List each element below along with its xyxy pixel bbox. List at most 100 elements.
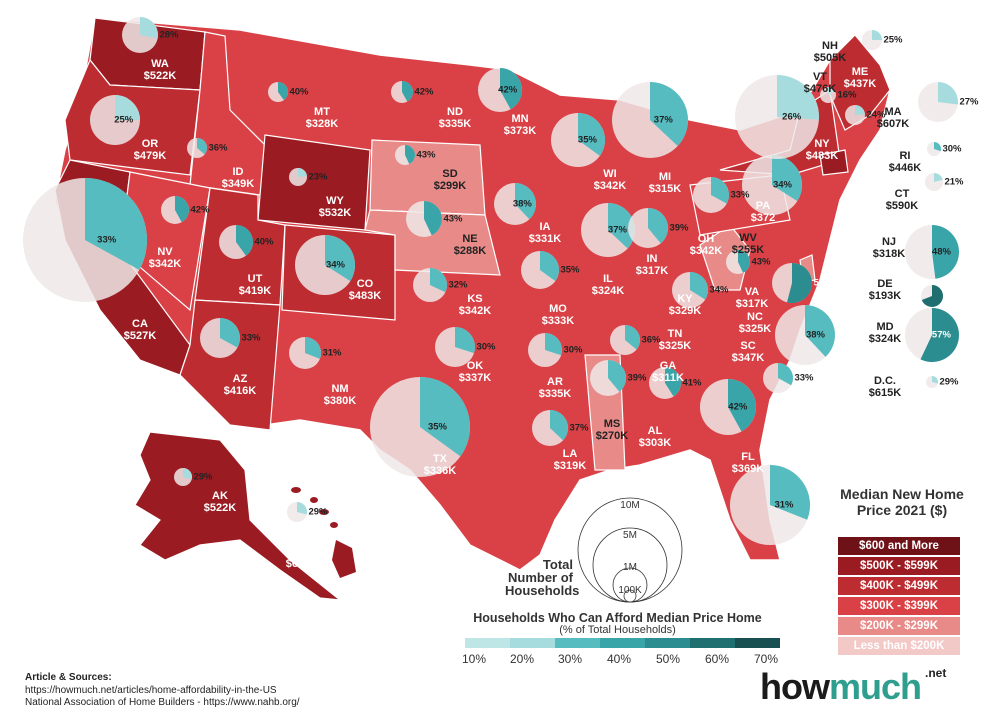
region-ct bbox=[819, 149, 849, 176]
state-price-ny: $483K bbox=[805, 150, 839, 162]
color-scale-subtitle: (% of Total Households) bbox=[559, 624, 676, 636]
pct-label-ks: 32% bbox=[448, 279, 468, 291]
state-abbr-mi: MI bbox=[658, 171, 672, 183]
pie-slice-nj bbox=[932, 225, 960, 279]
pct-label-sc: 33% bbox=[794, 372, 814, 384]
pie-slice-al bbox=[665, 367, 681, 397]
pie-slice-ut bbox=[236, 225, 254, 256]
state-label-ca: CA $527K bbox=[124, 318, 156, 342]
state-abbr-mt: MT bbox=[314, 106, 330, 118]
state-abbr-nj: NJ bbox=[881, 236, 897, 248]
pct-label-or: 25% bbox=[114, 114, 134, 126]
state-price-wv: $255K bbox=[731, 244, 765, 256]
pie-slice-sd bbox=[405, 145, 415, 165]
state-label-ak: AK $522K bbox=[204, 490, 236, 514]
pct-label-vt: 16% bbox=[837, 89, 857, 101]
pie-slice-or bbox=[115, 95, 140, 120]
state-label-ks: KS $342K bbox=[459, 293, 491, 317]
color-scale-segment-7 bbox=[735, 638, 780, 648]
state-abbr-ky: KY bbox=[677, 293, 693, 305]
pct-label-ne: 43% bbox=[443, 213, 463, 225]
pie-slice-nc bbox=[805, 305, 836, 357]
size-label-100k: 100K bbox=[618, 585, 642, 596]
pct-label-ct: 21% bbox=[944, 176, 964, 188]
affordability-pies bbox=[23, 17, 960, 545]
pct-label-ri: 30% bbox=[942, 143, 962, 155]
state-label-ky: KY $329K bbox=[669, 293, 701, 317]
state-abbr-tn: TN bbox=[667, 328, 683, 340]
pct-label-dc: 29% bbox=[939, 376, 959, 388]
pie-slice-nv bbox=[175, 196, 189, 223]
state-label-az: AZ $416K bbox=[224, 373, 256, 397]
state-abbr-wy: WY bbox=[326, 195, 344, 207]
pie-slice-hi bbox=[297, 502, 307, 515]
state-abbr-ne: NE bbox=[462, 233, 478, 245]
pct-label-ny: 26% bbox=[782, 111, 802, 123]
pct-label-ut: 40% bbox=[254, 236, 274, 248]
pie-slice-az bbox=[220, 318, 241, 348]
state-price-ut: $419K bbox=[238, 285, 272, 297]
state-label-ut: UT $419K bbox=[239, 273, 271, 297]
legend-box-2: $500K - $599K bbox=[838, 557, 960, 575]
pie-slice-id bbox=[197, 138, 208, 155]
affordability-color-scale bbox=[465, 638, 780, 648]
state-abbr-or: OR bbox=[141, 138, 159, 150]
state-abbr-hi: HI bbox=[296, 546, 308, 558]
state-price-in: $317K bbox=[635, 265, 669, 277]
pie-slice-ny bbox=[777, 75, 819, 120]
state-abbr-pa: PA bbox=[755, 200, 771, 212]
pie-slice-ri bbox=[934, 142, 942, 152]
state-price-ak: $522K bbox=[203, 502, 237, 514]
color-scale-tick-50: 50% bbox=[655, 652, 681, 666]
state-price-nc: $325K bbox=[738, 323, 772, 335]
state-price-id: $349K bbox=[221, 178, 255, 190]
state-abbr-sc: SC bbox=[740, 340, 756, 352]
state-abbr-mo: MO bbox=[549, 303, 567, 315]
state-price-nm: $380K bbox=[323, 395, 357, 407]
pct-label-la: 37% bbox=[569, 422, 589, 434]
state-price-ks: $342K bbox=[458, 305, 492, 317]
pie-slice-wi bbox=[578, 113, 605, 156]
size-label-5m: 5M bbox=[623, 530, 637, 541]
state-price-md: $324K bbox=[868, 333, 902, 345]
pie-slice-md bbox=[920, 308, 959, 362]
state-price-sd: $299K bbox=[433, 180, 467, 192]
state-price-ar: $335K bbox=[538, 388, 572, 400]
state-abbr-mn: MN bbox=[511, 113, 529, 125]
region-wy bbox=[257, 134, 371, 231]
pct-label-ga: 42% bbox=[728, 401, 748, 413]
pct-label-nv: 42% bbox=[190, 204, 210, 216]
state-price-wy: $532K bbox=[318, 207, 352, 219]
source-link-nahb[interactable]: National Association of Home Builders - … bbox=[25, 697, 300, 708]
state-price-la: $319K bbox=[553, 460, 587, 472]
state-label-oh: OH $342K bbox=[690, 233, 722, 257]
state-label-mo: MO $333K bbox=[542, 303, 574, 327]
state-price-hi: $672K bbox=[285, 558, 319, 570]
state-label-pa: PA $372 bbox=[751, 200, 775, 224]
state-price-mn: $373K bbox=[503, 125, 537, 137]
state-abbr-nh: NH bbox=[822, 40, 838, 52]
hawaii-shape bbox=[291, 487, 356, 578]
legend-box-4: $300K - $399K bbox=[838, 597, 960, 615]
pct-label-mn: 42% bbox=[498, 84, 518, 96]
state-label-co: CO $483K bbox=[349, 278, 381, 302]
state-abbr-va: VA bbox=[744, 286, 760, 298]
state-label-wi: WI $342K bbox=[594, 168, 626, 192]
state-label-ma: MA $607K bbox=[877, 106, 909, 130]
howmuch-logo[interactable]: howmuch .net bbox=[760, 666, 946, 708]
pie-slice-wa bbox=[140, 17, 158, 39]
logo-net: .net bbox=[925, 666, 947, 680]
source-link-howmuch[interactable]: https://howmuch.net/articles/home-afford… bbox=[25, 684, 277, 696]
state-label-wy: WY $532K bbox=[319, 195, 351, 219]
state-abbr-co: CO bbox=[356, 278, 374, 290]
pct-label-wv: 43% bbox=[751, 256, 771, 268]
state-abbr-me: ME bbox=[851, 66, 869, 78]
color-scale-tick-20: 20% bbox=[509, 652, 535, 666]
state-abbr-id: ID bbox=[232, 166, 244, 178]
state-abbr-la: LA bbox=[562, 448, 578, 460]
pct-label-mi: 37% bbox=[653, 114, 673, 126]
state-price-va: $317K bbox=[735, 298, 769, 310]
pie-slice-co bbox=[325, 235, 355, 282]
state-abbr-ut: UT bbox=[247, 273, 263, 285]
